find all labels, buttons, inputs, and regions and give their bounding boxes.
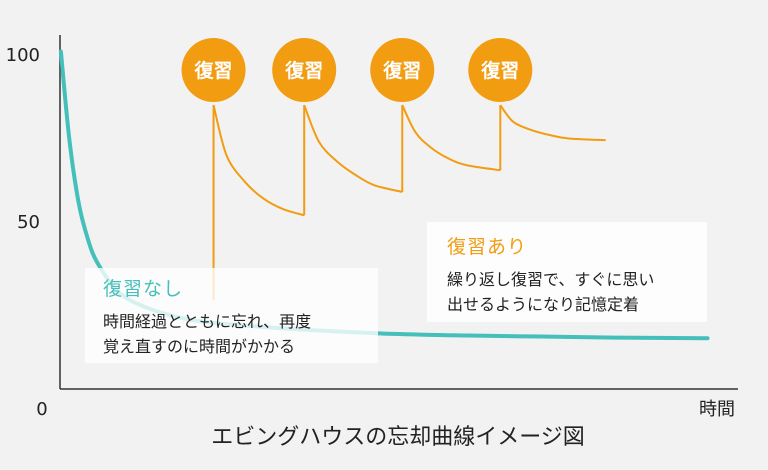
review-label: 復習 xyxy=(284,59,323,82)
y-tick-label: 100 xyxy=(6,45,40,66)
review-marker: 復習 xyxy=(272,38,337,102)
y-tick-labels: 100 50 0 xyxy=(6,45,48,420)
review-marker: 復習 xyxy=(370,38,435,102)
annotation-review-line-2: 出せるようになり記憶定着 xyxy=(447,295,640,314)
x-axis-label: 時間 xyxy=(699,399,735,420)
y-tick-label: 0 xyxy=(36,399,47,420)
review-decay-curve xyxy=(303,104,403,193)
annotation-no-review-line-2: 覚え直すのに時間がかかる xyxy=(103,337,296,356)
annotation-no-review-title: 復習なし xyxy=(103,278,184,300)
review-series: 復習 復習 復習 復習 xyxy=(181,38,606,300)
review-circle xyxy=(272,38,337,102)
review-decay-curve xyxy=(212,104,305,217)
annotation-review-line-1: 繰り返し復習で、すぐに思い xyxy=(447,270,655,289)
review-label: 復習 xyxy=(194,59,233,82)
axes xyxy=(59,35,738,390)
review-label: 復習 xyxy=(382,59,421,82)
chart-title: エビングハウスの忘却曲線イメージ図 xyxy=(211,425,585,450)
annotation-review: 復習あり 繰り返し復習で、すぐに思い 出せるようになり記憶定着 xyxy=(427,222,707,322)
annotation-no-review-line-1: 時間経過とともに忘れ、再度 xyxy=(103,312,312,331)
review-label: 復習 xyxy=(480,59,519,82)
review-decay-curve xyxy=(499,104,606,142)
annotation-no-review: 復習なし 時間経過とともに忘れ、再度 覚え直すのに時間がかかる xyxy=(85,268,378,363)
review-marker: 復習 xyxy=(181,38,246,102)
review-decay-curve xyxy=(401,104,501,172)
annotation-review-title: 復習あり xyxy=(447,236,528,258)
review-circle xyxy=(181,38,246,102)
review-circle xyxy=(370,38,435,102)
y-tick-label: 50 xyxy=(17,212,40,233)
review-circle xyxy=(468,38,533,102)
review-marker: 復習 xyxy=(468,38,533,102)
